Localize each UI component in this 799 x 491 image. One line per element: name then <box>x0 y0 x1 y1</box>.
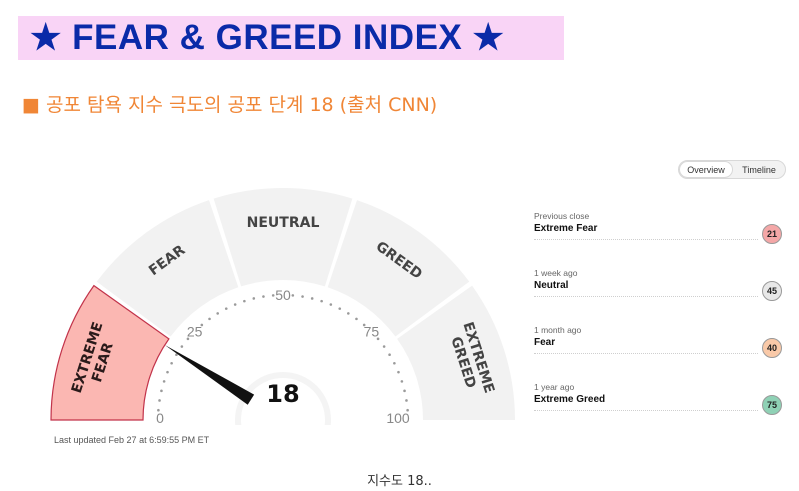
gauge-tick-dot <box>329 303 333 306</box>
history-divider <box>534 410 758 411</box>
gauge-tick-dot <box>291 294 295 297</box>
title-banner: ★ FEAR & GREED INDEX ★ <box>18 16 564 60</box>
gauge-tick-dot <box>243 299 246 303</box>
gauge-segment-extreme-greed <box>397 285 515 420</box>
gauge-tick-dot <box>388 353 391 356</box>
timeline-tab[interactable]: Timeline <box>742 164 776 175</box>
history-value-badge: 45 <box>762 281 782 301</box>
gauge-tick-dot <box>186 337 190 341</box>
gauge-needle <box>164 344 255 405</box>
history-divider <box>534 296 758 297</box>
gauge-tick-label: 75 <box>364 324 380 340</box>
image-caption: 지수도 18.. <box>367 474 432 489</box>
gauge-tick-dot <box>252 297 256 300</box>
history-rating: Extreme Fear <box>534 223 598 234</box>
gauge-tick-dot <box>233 303 237 306</box>
gauge-segment-greed <box>327 200 470 337</box>
history-rating: Neutral <box>534 280 569 291</box>
gauge-center-face <box>241 378 325 425</box>
gauge-segment-fear <box>96 200 239 337</box>
gauge-segment-extreme-fear <box>50 284 170 421</box>
overview-tab[interactable]: Overview <box>679 161 733 178</box>
gauge-tick-dot <box>216 312 219 315</box>
view-toggle: Overview Timeline <box>678 160 786 179</box>
history-previous-close: Previous close Extreme Fear 21 <box>534 211 784 251</box>
history-1-year: 1 year ago Extreme Greed 75 <box>534 382 784 422</box>
gauge-tick-dot <box>170 361 173 365</box>
gauge-tick-dot <box>393 361 396 365</box>
history-1-week: 1 week ago Neutral 45 <box>534 268 784 308</box>
gauge-tick-dot <box>262 295 265 298</box>
gauge-tick-dot <box>338 307 342 310</box>
gauge-tick-dot <box>301 295 304 298</box>
history-divider <box>534 239 758 240</box>
gauge-segment-label: NEUTRAL <box>247 215 320 231</box>
history-period: 1 month ago <box>534 325 582 335</box>
gauge-tick-dot <box>200 323 204 327</box>
history-divider <box>534 353 758 354</box>
last-updated: Last updated Feb 27 at 6:59:55 PM ET <box>54 435 210 445</box>
gauge-tick-label: 0 <box>156 410 164 425</box>
history-rating: Fear <box>534 337 556 348</box>
subtitle: ■ 공포 탐욕 지수 극도의 공포 단계 18 (출처 CNN) <box>22 94 438 116</box>
banner-title: ★ FEAR & GREED INDEX ★ <box>30 18 505 57</box>
gauge-tick-dot <box>347 312 350 315</box>
gauge-tick-dot <box>175 353 178 356</box>
gauge-tick-dot <box>362 323 366 327</box>
gauge-tick-dot <box>162 380 166 383</box>
gauge-tick-dot <box>157 408 160 412</box>
gauge-segment-neutral <box>213 188 353 287</box>
gauge-tick-dot <box>403 389 406 393</box>
gauge-tick-label: 50 <box>275 287 291 303</box>
gauge-tick-dot <box>224 307 228 310</box>
history-value-badge: 40 <box>762 338 782 358</box>
gauge-tick-dot <box>271 294 275 297</box>
gauge-tick-dot <box>208 317 211 321</box>
gauge-tick-dot <box>400 380 404 383</box>
gauge-tick-label: 100 <box>386 410 410 425</box>
gauge-tick-dot <box>406 408 409 412</box>
gauge-value: 18 <box>266 380 299 408</box>
gauge-tick-label: 25 <box>187 324 203 340</box>
gauge-tick-dot <box>320 299 323 303</box>
gauge-svg: EXTREMEFEARFEARNEUTRALGREEDEXTREMEGREED0… <box>50 188 515 425</box>
history-period: Previous close <box>534 211 590 221</box>
gauge-tick-dot <box>180 345 184 348</box>
gauge-tick-dot <box>160 389 163 393</box>
history-period: 1 week ago <box>534 268 578 278</box>
history-rating: Extreme Greed <box>534 394 606 405</box>
history-value-badge: 75 <box>762 395 782 415</box>
gauge-tick-dot <box>397 370 400 374</box>
gauge-tick-dot <box>355 317 358 321</box>
gauge-tick-dot <box>158 399 161 402</box>
gauge-tick-dot <box>382 345 386 348</box>
history-1-month: 1 month ago Fear 40 <box>534 325 784 365</box>
history-period: 1 year ago <box>534 382 575 392</box>
gauge-tick-dot <box>166 370 169 374</box>
gauge-tick-dot <box>376 337 380 341</box>
gauge-tick-dot <box>310 297 314 300</box>
gauge-tick-dot <box>405 399 408 402</box>
fear-greed-gauge: EXTREMEFEAR FEAR NEUTRAL GREED EXTREMEGREED 0… <box>40 185 530 425</box>
history-value-badge: 21 <box>762 224 782 244</box>
